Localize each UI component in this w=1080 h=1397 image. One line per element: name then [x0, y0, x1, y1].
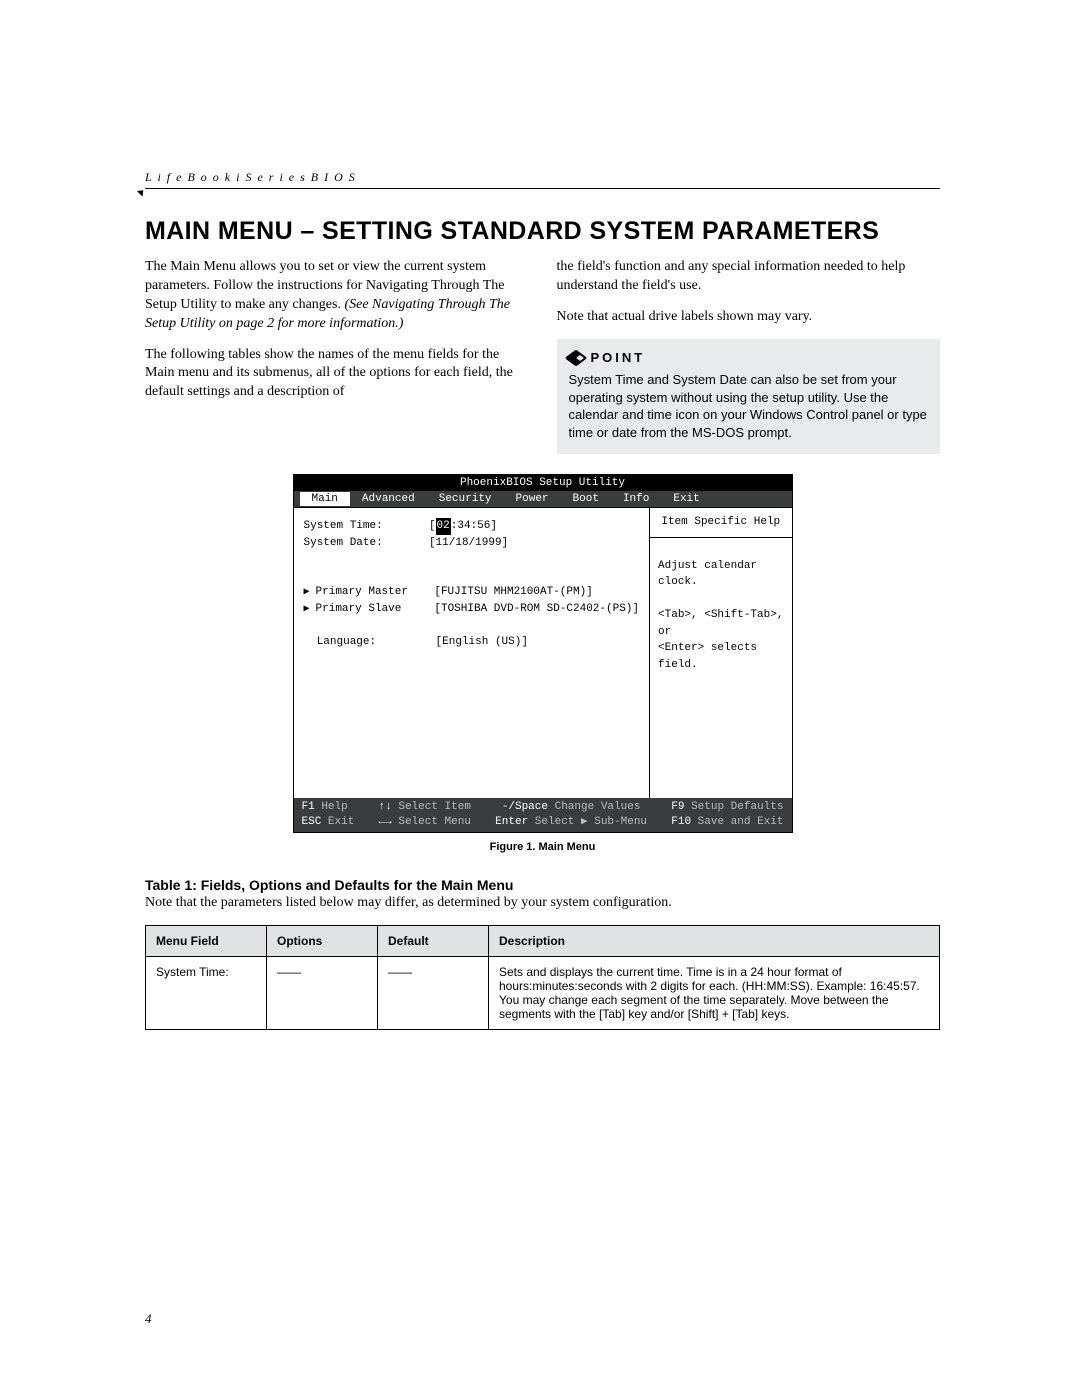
table-title: Table 1: Fields, Options and Defaults fo… [145, 877, 940, 893]
table-header-row: Menu Field Options Default Description [146, 926, 940, 957]
th-options: Options [267, 926, 378, 957]
bios-tabs: Main Advanced Security Power Boot Info E… [294, 491, 792, 507]
f10-key: F10 [671, 816, 691, 828]
bios-screenshot: PhoenixBIOS Setup Utility Main Advanced … [293, 474, 793, 833]
th-description: Description [489, 926, 940, 957]
bios-footer-row2: ESC Exit ←→ Select Menu Enter Select ▶ S… [302, 815, 784, 830]
body-columns: The Main Menu allows you to set or view … [145, 258, 940, 454]
bios-help-panel: Item Specific Help Adjust calendar clock… [650, 508, 791, 798]
cell-default: —— [378, 957, 489, 1030]
primary-slave-val: [TOSHIBA DVD-ROM SD-C2402-(PS)] [434, 603, 639, 615]
point-label-text: POINT [591, 349, 646, 367]
th-menu-field: Menu Field [146, 926, 267, 957]
f1-key: F1 [302, 801, 315, 813]
figure-caption: Figure 1. Main Menu [145, 841, 940, 853]
bios-footer-row1: F1 Help ↑↓ Select Item -/Space Change Va… [302, 800, 784, 815]
para4: Note that actual drive labels shown may … [557, 308, 941, 327]
bios-help-line2: <Tab>, <Shift-Tab>, or [658, 607, 783, 640]
table-note: Note that the parameters listed below ma… [145, 895, 940, 911]
system-time-rest: :34:56] [451, 520, 497, 532]
page: L i f e B o o k i S e r i e s B I O S Ma… [0, 0, 1080, 1397]
para2: The following tables show the names of t… [145, 346, 529, 403]
bios-title: PhoenixBIOS Setup Utility [294, 475, 792, 491]
esc-key: ESC [302, 816, 322, 828]
triangle-icon: ▶ [304, 587, 316, 598]
bios-body: System Time: [02:34:56] System Date: [11… [294, 507, 792, 798]
bios-tab-boot: Boot [561, 492, 611, 506]
table-row: System Time: —— —— Sets and displays the… [146, 957, 940, 1030]
language-label: Language: [317, 636, 376, 648]
bios-tab-power: Power [504, 492, 561, 506]
running-head: L i f e B o o k i S e r i e s B I O S [145, 170, 940, 189]
bios-help-title: Item Specific Help [650, 514, 791, 538]
select-menu-label: Select Menu [398, 816, 471, 828]
system-date-val: [11/18/1999] [429, 537, 508, 549]
primary-master-label: Primary Master [316, 586, 408, 598]
change-values-label: Change Values [555, 801, 641, 813]
enter-key: Enter [495, 816, 528, 828]
th-default: Default [378, 926, 489, 957]
updown-key: ↑↓ [379, 801, 392, 813]
bios-help-line1: Adjust calendar clock. [658, 558, 783, 591]
bios-tab-advanced: Advanced [350, 492, 427, 506]
bios-tab-security: Security [427, 492, 504, 506]
triangle-icon: ▶ [304, 604, 316, 615]
leftright-key: ←→ [379, 816, 392, 828]
cell-description: Sets and displays the current time. Time… [489, 957, 940, 1030]
system-time-bracket: [ [429, 520, 436, 532]
primary-master-val: [FUJITSU MHM2100AT-(PM)] [434, 586, 592, 598]
cell-options: —— [267, 957, 378, 1030]
system-time-hour: 02 [436, 518, 451, 535]
point-box: POINT System Time and System Date can al… [557, 339, 941, 455]
system-time-label: System Time: [304, 520, 383, 532]
para3: the field's function and any special inf… [557, 258, 941, 296]
section-title: Main Menu – Setting Standard System Para… [145, 217, 940, 246]
bios-tab-exit: Exit [661, 492, 711, 506]
setup-defaults-label: Setup Defaults [691, 801, 783, 813]
col-left: The Main Menu allows you to set or view … [145, 258, 529, 454]
f9-key: F9 [671, 801, 684, 813]
para1: The Main Menu allows you to set or view … [145, 258, 529, 334]
bios-tab-info: Info [611, 492, 661, 506]
cell-field: System Time: [146, 957, 267, 1030]
help-label: Help [321, 801, 347, 813]
select-submenu-label: Select ▶ Sub-Menu [535, 816, 647, 828]
language-val: [English (US)] [436, 636, 528, 648]
params-table: Menu Field Options Default Description S… [145, 925, 940, 1030]
minus-space-key: -/Space [502, 801, 548, 813]
system-date-label: System Date: [304, 537, 383, 549]
save-exit-label: Save and Exit [698, 816, 784, 828]
select-item-label: Select Item [398, 801, 471, 813]
col-right: the field's function and any special inf… [557, 258, 941, 454]
exit-label: Exit [328, 816, 354, 828]
bios-help-line3: <Enter> selects field. [658, 640, 783, 673]
point-label: POINT [569, 349, 929, 367]
primary-slave-label: Primary Slave [316, 603, 402, 615]
point-icon [564, 349, 587, 366]
bios-tab-main: Main [300, 492, 350, 506]
point-text: System Time and System Date can also be … [569, 371, 929, 443]
page-number: 4 [145, 1311, 152, 1327]
bios-left-panel: System Time: [02:34:56] System Date: [11… [294, 508, 651, 798]
bios-footer: F1 Help ↑↓ Select Item -/Space Change Va… [294, 798, 792, 832]
